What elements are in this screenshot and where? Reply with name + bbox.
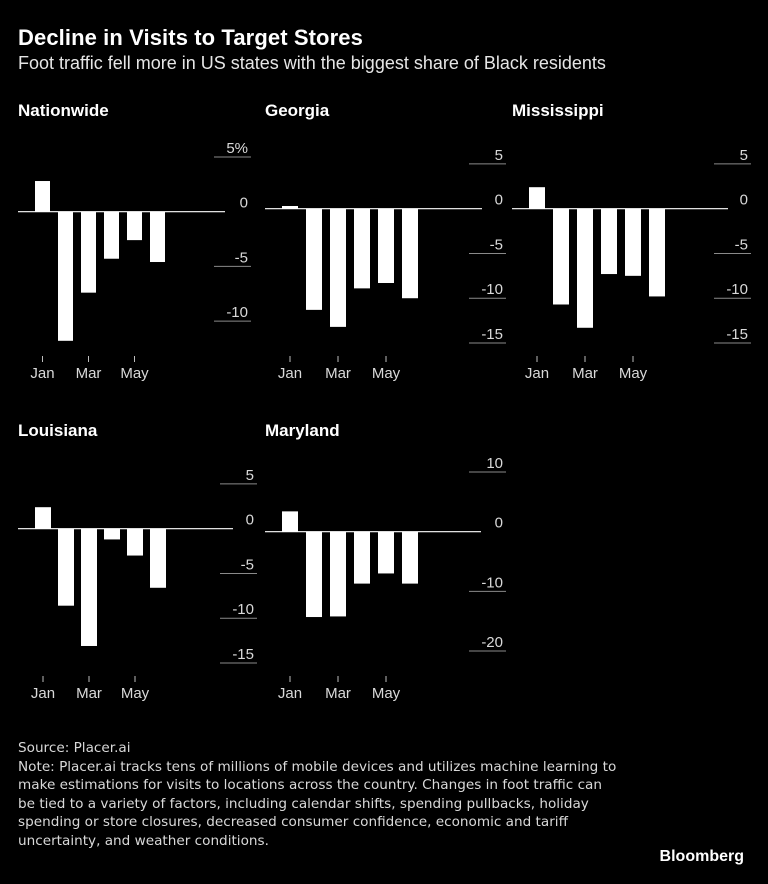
- bar-apr: [354, 531, 370, 584]
- bar-may: [127, 211, 142, 241]
- y-tick-label: 5%: [226, 140, 248, 157]
- bar-jun: [150, 528, 166, 588]
- bar-chart-mississippi: 5 0 -5 -10 -15 Jan Mar May: [512, 147, 751, 382]
- y-tick-label: -15: [232, 646, 254, 663]
- bar-jan: [35, 507, 51, 529]
- x-tick-label: Jan: [278, 365, 302, 382]
- x-tick-label: May: [619, 365, 648, 382]
- bar-may: [378, 208, 394, 284]
- x-tick-label: May: [372, 365, 401, 382]
- y-tick-label: -10: [481, 281, 503, 298]
- y-tick-label: -15: [481, 326, 503, 343]
- y-tick-label: -5: [241, 556, 254, 573]
- x-tick-label: May: [120, 365, 149, 382]
- source-note: Source: Placer.ai: [18, 740, 131, 756]
- y-tick-label: -5: [735, 236, 748, 253]
- y-tick-label: -10: [232, 601, 254, 618]
- y-tick-label: -5: [235, 249, 248, 266]
- panel-title-maryland: Maryland: [265, 421, 340, 440]
- panel-georgia: Georgia 5 0 -5 -10 -15 Jan Mar May: [265, 101, 515, 401]
- x-tick-label: Mar: [76, 365, 102, 382]
- bar-mar: [330, 531, 346, 617]
- bar-chart-maryland: 10 0 -10 -20 Jan Mar May: [265, 455, 506, 702]
- bar-chart-nationwide: 5% 0 -5 -10 Jan Mar May: [18, 140, 251, 382]
- y-tick-label: 5: [495, 147, 503, 164]
- bar-jan: [282, 511, 298, 532]
- panel-nationwide: Nationwide 5% 0 -5 -10 Jan Mar May: [18, 101, 268, 401]
- y-tick-label: 0: [740, 192, 748, 209]
- y-tick-label: -10: [226, 304, 248, 321]
- bar-apr: [601, 208, 617, 275]
- y-tick-label: 0: [495, 192, 503, 209]
- bar-may: [127, 528, 143, 556]
- y-tick-label: -15: [726, 326, 748, 343]
- x-tick-label: Mar: [325, 685, 351, 702]
- y-tick-label: -10: [726, 281, 748, 298]
- chart-footer: Source: Placer.ai Note: Placer.ai tracks…: [18, 739, 618, 850]
- bar-feb: [306, 531, 322, 618]
- bar-feb: [553, 208, 569, 305]
- bar-mar: [577, 208, 593, 328]
- y-tick-label: 5: [246, 467, 254, 484]
- x-tick-label: Mar: [76, 685, 102, 702]
- bar-apr: [104, 528, 120, 540]
- y-tick-label: 0: [246, 512, 254, 529]
- bloomberg-logo: Bloomberg: [659, 848, 744, 865]
- bar-chart-georgia: 5 0 -5 -10 -15 Jan Mar May: [265, 147, 506, 382]
- chart-title: Decline in Visits to Target Stores: [18, 25, 363, 50]
- y-tick-label: -5: [490, 236, 503, 253]
- bar-mar: [81, 528, 97, 646]
- x-tick-label: Mar: [572, 365, 598, 382]
- x-tick-label: Jan: [278, 685, 302, 702]
- bar-apr: [104, 211, 119, 259]
- y-tick-label: -20: [481, 634, 503, 651]
- bar-jun: [150, 211, 165, 263]
- chart-subtitle: Foot traffic fell more in US states with…: [18, 53, 606, 73]
- panel-title-mississippi: Mississippi: [512, 101, 604, 120]
- x-tick-label: May: [121, 685, 150, 702]
- bar-may: [378, 531, 394, 574]
- methodology-note: Note: Placer.ai tracks tens of millions …: [18, 758, 617, 849]
- x-tick-label: Mar: [325, 365, 351, 382]
- bar-chart-louisiana: 5 0 -5 -10 -15 Jan Mar May: [18, 467, 257, 702]
- bar-jun: [402, 531, 418, 584]
- bar-mar: [330, 208, 346, 327]
- y-tick-label: -10: [481, 574, 503, 591]
- bar-apr: [354, 208, 370, 289]
- y-tick-label: 10: [486, 455, 503, 472]
- x-tick-label: Jan: [525, 365, 549, 382]
- panel-title-nationwide: Nationwide: [18, 101, 109, 120]
- panel-louisiana: Louisiana 5 0 -5 -10 -15 Jan Mar May: [18, 421, 268, 721]
- y-tick-label: 5: [740, 147, 748, 164]
- panel-title-georgia: Georgia: [265, 101, 330, 120]
- y-tick-label: 0: [495, 515, 503, 532]
- panel-title-louisiana: Louisiana: [18, 421, 98, 440]
- bar-jun: [402, 208, 418, 299]
- x-tick-label: May: [372, 685, 401, 702]
- x-tick-label: Jan: [30, 365, 54, 382]
- bar-feb: [58, 211, 73, 341]
- bar-jan: [529, 187, 545, 209]
- y-tick-label: 0: [240, 195, 248, 212]
- bar-feb: [58, 528, 74, 606]
- bar-may: [625, 208, 641, 276]
- bar-feb: [306, 208, 322, 310]
- bar-jan: [35, 181, 50, 212]
- panel-maryland: Maryland 10 0 -10 -20 Jan Mar May: [265, 421, 515, 721]
- bar-jun: [649, 208, 665, 297]
- x-tick-label: Jan: [31, 685, 55, 702]
- panel-mississippi: Mississippi 5 0 -5 -10 -15 Jan Mar May: [512, 101, 762, 401]
- bar-jan: [282, 205, 298, 209]
- bar-mar: [81, 211, 96, 293]
